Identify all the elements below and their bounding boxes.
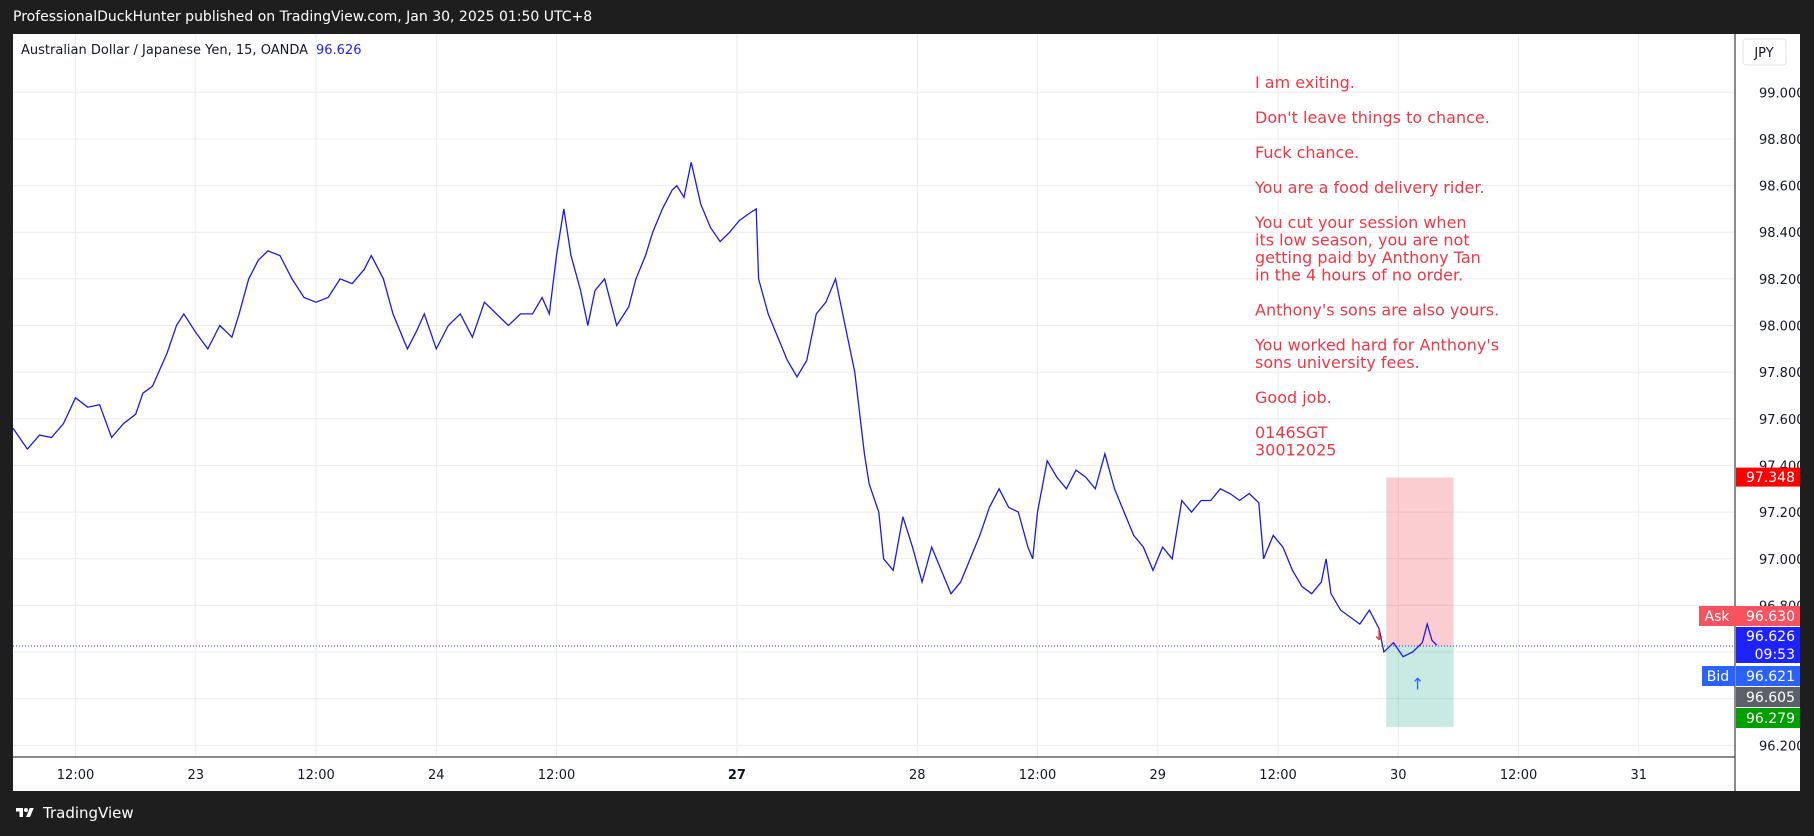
- y-tick-label: 97.600: [1759, 413, 1800, 428]
- x-tick-label: 30: [1390, 768, 1407, 783]
- x-tick-label: 12:00: [1259, 768, 1296, 783]
- ask-label: Ask: [1705, 609, 1731, 625]
- x-tick-label: 28: [909, 768, 926, 783]
- currency-label: JPY: [1753, 46, 1773, 61]
- y-tick-label: 97.200: [1759, 506, 1800, 521]
- note-stamp: 0146SGT: [1255, 423, 1328, 442]
- prev-close-badge: [1736, 687, 1800, 707]
- currency-button[interactable]: [1742, 38, 1787, 66]
- note-session: getting paid by Anthony Tan: [1255, 248, 1481, 267]
- y-tick-label: 99.000: [1759, 86, 1800, 101]
- sell-arrow-icon: ↓: [1372, 625, 1385, 644]
- y-tick-label: 98.200: [1759, 273, 1800, 288]
- publisher-line: ProfessionalDuckHunter published on Trad…: [13, 9, 593, 25]
- y-tick-label: 98.600: [1759, 180, 1800, 195]
- x-tick-label: 29: [1150, 768, 1167, 783]
- x-tick-label: 12:00: [1500, 768, 1537, 783]
- take-profit-zone[interactable]: [1386, 645, 1454, 727]
- note-session: its low season, you are not: [1255, 231, 1470, 250]
- note-fuck: Fuck chance.: [1255, 143, 1359, 162]
- note-goodjob: Good job.: [1255, 388, 1332, 407]
- stop-loss-zone[interactable]: [1386, 477, 1454, 646]
- chart-panel[interactable]: 96.20096.40096.60096.80097.00097.20097.4…: [13, 34, 1800, 791]
- symbol-last-price: 96.626: [316, 43, 362, 58]
- stop-price-badge: [1736, 467, 1800, 487]
- note-sons: Anthony's sons are also yours.: [1255, 301, 1499, 320]
- price-series-line[interactable]: [13, 162, 1438, 658]
- note-session: in the 4 hours of no order.: [1255, 266, 1463, 285]
- current-price-value: 96.626: [1746, 629, 1795, 645]
- price-chart[interactable]: 96.20096.40096.60096.80097.00097.20097.4…: [13, 34, 1800, 791]
- note-session: You cut your session when: [1254, 213, 1467, 232]
- y-tick-label: 97.000: [1759, 553, 1800, 568]
- ask-tag: [1699, 606, 1736, 626]
- bid-price-badge: [1736, 666, 1800, 686]
- y-tick-label: 98.400: [1759, 226, 1800, 241]
- stop-price-badge-value: 97.348: [1746, 470, 1795, 486]
- x-tick-label: 12:00: [297, 768, 334, 783]
- bid-label: Bid: [1707, 669, 1729, 685]
- candle-countdown: 09:53: [1755, 647, 1795, 663]
- note-rider: You are a food delivery rider.: [1254, 178, 1485, 197]
- x-tick-label: 12:00: [57, 768, 94, 783]
- x-tick-label: 27: [728, 768, 746, 783]
- y-tick-label: 97.800: [1759, 366, 1800, 381]
- ask-price-badge: [1736, 606, 1800, 626]
- x-tick-label: 24: [428, 768, 445, 783]
- buy-arrow-icon: ↑: [1411, 674, 1424, 693]
- brand-label: TradingView: [43, 804, 134, 822]
- y-tick-label: 98.000: [1759, 320, 1800, 335]
- note-fees: You worked hard for Anthony's: [1254, 336, 1499, 355]
- x-tick-label: 12:00: [1019, 768, 1056, 783]
- note-fees: sons university fees.: [1255, 353, 1420, 372]
- bid-tag: [1702, 666, 1735, 686]
- x-tick-label: 12:00: [538, 768, 575, 783]
- tradingview-logo-icon: [16, 808, 34, 817]
- publisher-bar: ProfessionalDuckHunter published on Trad…: [0, 0, 1814, 34]
- tradingview-logo[interactable]: TradingView: [13, 804, 134, 822]
- y-tick-label: 98.800: [1759, 133, 1800, 148]
- x-tick-label: 31: [1631, 768, 1648, 783]
- footer-bar: TradingView: [0, 791, 1814, 836]
- target-price-badge: [1736, 708, 1800, 728]
- y-tick-label: 96.200: [1759, 739, 1800, 754]
- note-chance: Don't leave things to chance.: [1255, 108, 1490, 127]
- symbol-title: Australian Dollar / Japanese Yen, 15, OA…: [21, 43, 308, 58]
- ask-price-badge-value: 96.630: [1746, 609, 1795, 625]
- bid-price-badge-value: 96.621: [1746, 669, 1795, 685]
- prev-close-badge-value: 96.605: [1746, 690, 1795, 706]
- x-tick-label: 23: [188, 768, 205, 783]
- current-price-badge: [1736, 627, 1800, 663]
- note-stamp: 30012025: [1255, 441, 1336, 460]
- note-exiting: I am exiting.: [1255, 73, 1355, 92]
- target-price-badge-value: 96.279: [1746, 711, 1795, 727]
